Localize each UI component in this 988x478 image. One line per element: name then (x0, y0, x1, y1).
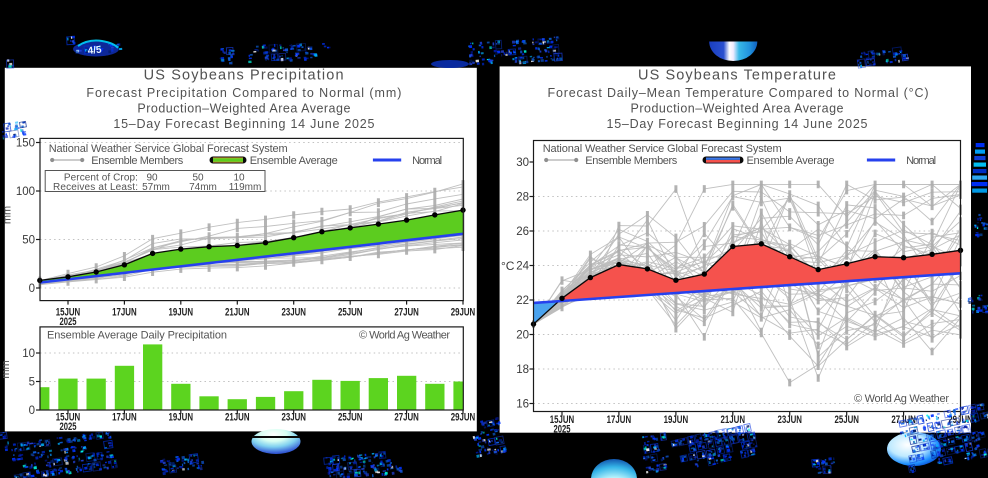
svg-text:119mm: 119mm (229, 182, 262, 193)
svg-text:National Weather Service Globa: National Weather Service Global Forecast… (49, 143, 288, 155)
svg-text:National Weather Service Globa: National Weather Service Global Forecast… (543, 143, 782, 155)
svg-text:Receives at Least:: Receives at Least: (53, 182, 138, 193)
svg-text:Normal: Normal (412, 155, 442, 167)
svg-text:24: 24 (516, 261, 529, 273)
svg-text:US Soybeans Precipitation: US Soybeans Precipitation (144, 68, 344, 84)
svg-text:Ensemble Average Daily Precipi: Ensemble Average Daily Precipitation (47, 330, 227, 342)
svg-text:25JUN: 25JUN (338, 412, 363, 424)
svg-text:Ensemble Members: Ensemble Members (585, 155, 678, 167)
svg-text:23JUN: 23JUN (281, 412, 306, 424)
svg-text:21JUN: 21JUN (225, 306, 250, 318)
svg-text:4/5: 4/5 (87, 45, 102, 57)
svg-text:Normal: Normal (906, 155, 936, 167)
svg-text:Ensemble Average: Ensemble Average (250, 155, 338, 167)
svg-text:mm: mm (2, 206, 14, 224)
svg-text:15–Day Forecast Beginning 14 J: 15–Day Forecast Beginning 14 June 2025 (607, 117, 868, 131)
svg-text:29JUN: 29JUN (451, 306, 476, 318)
svg-text:Production–Weighted Area Avera: Production–Weighted Area Average (631, 102, 844, 116)
svg-text:23JUN: 23JUN (281, 306, 306, 318)
svg-text:0: 0 (29, 405, 35, 417)
svg-text:27JUN: 27JUN (394, 306, 419, 318)
svg-text:150: 150 (16, 138, 35, 150)
svg-text:18: 18 (516, 364, 529, 376)
svg-text:50: 50 (22, 235, 35, 247)
svg-text:© World Ag Weather: © World Ag Weather (854, 393, 949, 405)
svg-text:15JUN: 15JUN (550, 414, 575, 426)
svg-text:Forecast Precipitation Compare: Forecast Precipitation Compared to Norma… (86, 86, 401, 100)
svg-text:US Soybeans Temperature: US Soybeans Temperature (638, 68, 836, 84)
svg-text:17JUN: 17JUN (607, 414, 632, 426)
svg-text:100: 100 (16, 186, 35, 198)
svg-text:°C: °C (501, 259, 515, 273)
svg-text:29JUN: 29JUN (451, 412, 476, 424)
svg-text:15–Day Forecast Beginning 14 J: 15–Day Forecast Beginning 14 June 2025 (113, 117, 374, 131)
svg-text:22: 22 (516, 295, 529, 307)
svg-text:17JUN: 17JUN (112, 412, 137, 424)
svg-text:90: 90 (146, 173, 158, 184)
svg-text:25JUN: 25JUN (834, 414, 859, 426)
svg-text:21JUN: 21JUN (721, 414, 746, 426)
svg-text:2025: 2025 (554, 424, 571, 436)
svg-text:Production–Weighted Area Avera: Production–Weighted Area Average (137, 102, 350, 116)
svg-text:57mm: 57mm (142, 182, 170, 193)
svg-text:2025: 2025 (60, 421, 77, 433)
svg-text:17JUN: 17JUN (112, 306, 137, 318)
svg-text:Ensemble Members: Ensemble Members (91, 155, 184, 167)
svg-text:30: 30 (516, 157, 529, 169)
svg-text:0: 0 (29, 283, 35, 295)
svg-text:19JUN: 19JUN (169, 412, 194, 424)
svg-text:19JUN: 19JUN (169, 306, 194, 318)
svg-text:Forecast Daily–Mean Temperatur: Forecast Daily–Mean Temperature Compared… (548, 86, 929, 100)
svg-text:10: 10 (233, 173, 245, 184)
svg-text:23JUN: 23JUN (777, 414, 802, 426)
svg-text:20: 20 (516, 330, 529, 342)
svg-text:16: 16 (516, 399, 529, 411)
svg-text:25JUN: 25JUN (338, 306, 363, 318)
svg-text:5: 5 (29, 377, 35, 389)
svg-text:29JUN: 29JUN (948, 414, 973, 426)
svg-text:Ensemble Average: Ensemble Average (747, 155, 835, 167)
svg-text:2025: 2025 (60, 316, 77, 328)
svg-text:21JUN: 21JUN (225, 412, 250, 424)
svg-text:© World Ag Weather: © World Ag Weather (359, 330, 450, 342)
svg-text:Percent of Crop:: Percent of Crop: (64, 173, 138, 184)
svg-text:27JUN: 27JUN (394, 412, 419, 424)
svg-text:28: 28 (516, 192, 529, 204)
svg-text:26: 26 (516, 226, 529, 238)
svg-text:mm: mm (0, 360, 12, 378)
svg-text:15JUN: 15JUN (56, 306, 81, 318)
svg-text:50: 50 (192, 173, 204, 184)
svg-text:15JUN: 15JUN (56, 412, 81, 424)
svg-text:74mm: 74mm (189, 182, 217, 193)
svg-text:10: 10 (22, 348, 35, 360)
svg-text:19JUN: 19JUN (664, 414, 689, 426)
